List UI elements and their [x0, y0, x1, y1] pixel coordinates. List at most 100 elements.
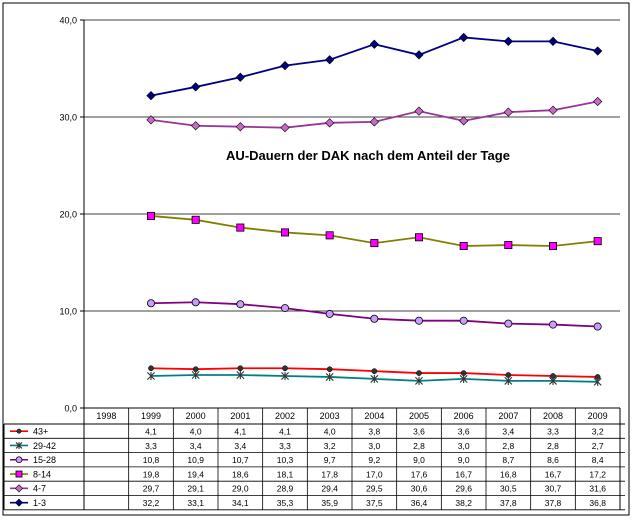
series-1-3-marker: [146, 91, 156, 101]
series-29-42-marker: [593, 377, 602, 386]
series-43-data-label: 3,4: [502, 426, 514, 436]
series-1-3-marker: [280, 60, 290, 71]
series-1-3-marker: [235, 72, 245, 82]
series-8-14-data-label: 16,8: [500, 469, 517, 479]
series-4-7-data-label: 30,5: [500, 484, 517, 494]
series-4-7-marker: [593, 96, 603, 107]
series-43-data-label: 3,3: [547, 426, 559, 436]
x-tick-label: 2007: [498, 411, 518, 421]
series-1-3-data-label: 37,8: [500, 498, 517, 508]
series-8-14-legend-marker: [15, 470, 23, 478]
series-8-14-marker: [146, 211, 155, 220]
series-4-7-data-label: 29,4: [321, 484, 338, 494]
x-tick-label: 2003: [320, 411, 340, 421]
series-15-28-data-label: 10,7: [232, 455, 249, 465]
series-4-7-legend-label: 4-7: [33, 484, 46, 494]
series-29-42-data-label: 2,7: [592, 441, 604, 451]
series-4-7-data-label: 30,7: [545, 484, 562, 494]
series-43-data-label: 3,8: [368, 426, 380, 436]
series-1-3-legend-marker: [14, 498, 24, 507]
series-15-28-marker: [146, 299, 155, 308]
series-4-7-marker: [146, 115, 156, 125]
series-1-3-marker: [369, 39, 379, 49]
series-8-14-marker: [549, 242, 558, 251]
series-15-28-marker: [459, 316, 468, 325]
series-8-14-data-label: 18,1: [277, 469, 294, 479]
series-4-7-data-label: 29,7: [143, 484, 160, 494]
series-15-28-marker: [593, 322, 602, 331]
series-29-42-data-label: 2,8: [547, 441, 559, 451]
series-4-7-marker: [235, 122, 245, 132]
x-tick-label: 2008: [543, 411, 563, 421]
series-29-42-data-label: 2,8: [502, 441, 514, 451]
series-15-28-data-label: 8,7: [502, 455, 514, 465]
series-15-28-legend-marker: [15, 456, 23, 464]
series-43-data-label: 4,1: [279, 426, 291, 436]
series-43-data-label: 3,6: [458, 426, 470, 436]
series-8-14-data-label: 17,8: [321, 469, 338, 479]
series-15-28-marker: [325, 309, 334, 318]
series-4-7-marker: [369, 117, 379, 127]
series-1-3-data-label: 33,1: [187, 498, 204, 508]
series-15-28-data-label: 8,6: [547, 455, 559, 465]
x-tick-label: 2000: [186, 411, 206, 421]
series-43-data-label: 4,1: [234, 426, 246, 436]
series-29-42-marker: [549, 376, 557, 385]
series-1-3-marker: [503, 36, 513, 46]
series-29-42-marker: [191, 370, 200, 380]
series-1-3-data-label: 37,8: [545, 498, 562, 508]
series-8-14-data-label: 18,6: [232, 469, 249, 479]
series-8-14-marker: [459, 242, 468, 251]
series-1-3-data-label: 32,2: [143, 498, 160, 508]
series-15-28-marker: [280, 304, 289, 313]
series-4-7-marker: [503, 107, 513, 117]
series-29-42-data-label: 3,0: [368, 441, 380, 451]
series-15-28-data-label: 10,9: [187, 455, 204, 465]
y-tick-label: 10,0: [59, 307, 77, 317]
series-4-7-data-label: 29,5: [366, 484, 383, 494]
series-29-42-data-label: 3,3: [279, 441, 291, 451]
series-15-28-data-label: 9,7: [324, 455, 336, 465]
series-8-14-data-label: 19,8: [143, 469, 160, 479]
series-29-42-data-label: 3,2: [324, 441, 336, 451]
series-29-42-legend-label: 29-42: [33, 441, 56, 451]
series-4-7-data-label: 29,6: [455, 484, 472, 494]
series-29-42-marker: [236, 370, 245, 380]
series-43-data-label: 4,1: [145, 426, 157, 436]
x-tick-label: 2005: [409, 411, 429, 421]
chart-frame: [2, 2, 630, 516]
series-8-14-data-label: 19,4: [187, 469, 204, 479]
series-15-28-marker: [549, 320, 558, 329]
series-4-7-marker: [191, 121, 201, 131]
series-15-28-marker: [504, 319, 513, 328]
series-1-3-data-label: 36,4: [411, 498, 428, 508]
series-43-data-label: 4,0: [190, 426, 202, 436]
series-15-28-data-label: 8,4: [592, 455, 604, 465]
series-1-3-marker: [191, 82, 201, 92]
series-8-14-marker: [325, 231, 334, 240]
series-4-7-marker: [280, 123, 290, 133]
series-8-14-marker: [414, 233, 423, 242]
series-4-7-marker: [414, 106, 424, 116]
series-8-14-data-label: 16,7: [455, 469, 472, 479]
chart-title: AU-Dauern der DAK nach dem Anteil der Ta…: [226, 148, 510, 163]
series-15-28-marker: [236, 300, 245, 309]
series-43-legend-marker: [16, 428, 22, 434]
series-8-14-marker: [504, 241, 513, 250]
series-29-42-marker: [147, 371, 155, 381]
series-1-3-data-label: 35,3: [277, 498, 294, 508]
series-8-14-marker: [236, 223, 245, 232]
series-8-14-marker: [370, 239, 379, 248]
series-43-marker: [416, 370, 422, 376]
series-29-42-marker: [370, 374, 379, 383]
x-tick-label: 1999: [141, 411, 161, 421]
x-tick-label: 2006: [454, 411, 474, 421]
series-1-3-marker: [593, 46, 603, 56]
x-tick-label: 1998: [96, 411, 116, 421]
series-15-28-legend-label: 15-28: [33, 455, 56, 465]
x-tick-label: 2009: [588, 411, 608, 421]
x-tick-label: 2001: [230, 411, 250, 421]
x-tick-label: 2002: [275, 411, 295, 421]
series-8-14-data-label: 17,6: [411, 469, 428, 479]
